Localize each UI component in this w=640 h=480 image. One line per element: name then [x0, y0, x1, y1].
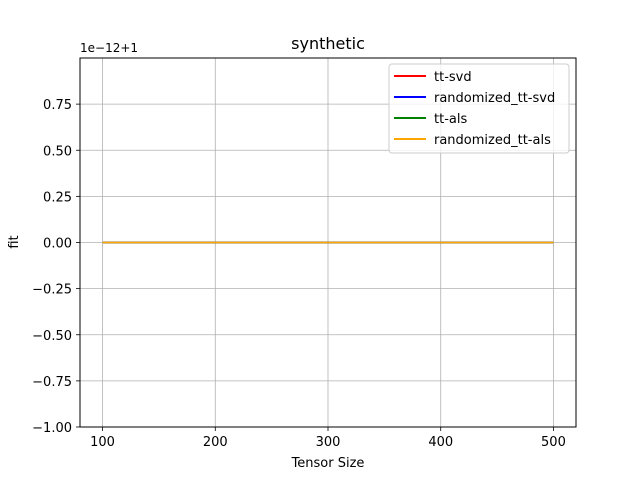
- y-offset-label: 1e−12+1: [80, 41, 138, 55]
- legend-label: tt-svd: [434, 70, 472, 85]
- x-tick-label: 400: [428, 435, 453, 450]
- y-tick-label: −0.50: [32, 329, 72, 344]
- y-tick-label: 0.25: [43, 190, 72, 205]
- legend-label: randomized_tt-svd: [434, 91, 555, 106]
- x-tick-label: 500: [541, 435, 566, 450]
- x-tick-label: 300: [316, 435, 341, 450]
- y-tick-label: 0.75: [43, 98, 72, 113]
- chart-title: synthetic: [291, 34, 365, 53]
- legend-label: tt-als: [434, 112, 467, 127]
- y-axis-label: fit: [7, 235, 22, 248]
- y-tick-label: −0.25: [32, 283, 72, 298]
- y-tick-label: 0.00: [43, 237, 72, 252]
- legend-label: randomized_tt-als: [434, 133, 551, 148]
- y-axis-ticks: −1.00 −0.75 −0.50 −0.25 0.00 0.25 0.50 0.75: [32, 98, 80, 436]
- y-tick-label: −1.00: [32, 421, 72, 436]
- x-axis-ticks: 100 200 300 400 500: [90, 427, 566, 450]
- legend: tt-svd randomized_tt-svd tt-als randomized_…: [388, 63, 570, 154]
- y-tick-label: 0.50: [43, 144, 72, 159]
- x-axis-label: Tensor Size: [291, 456, 365, 471]
- x-tick-label: 200: [203, 435, 228, 450]
- legend-box: [388, 63, 570, 154]
- x-tick-label: 100: [90, 435, 115, 450]
- y-tick-label: −0.75: [32, 375, 72, 390]
